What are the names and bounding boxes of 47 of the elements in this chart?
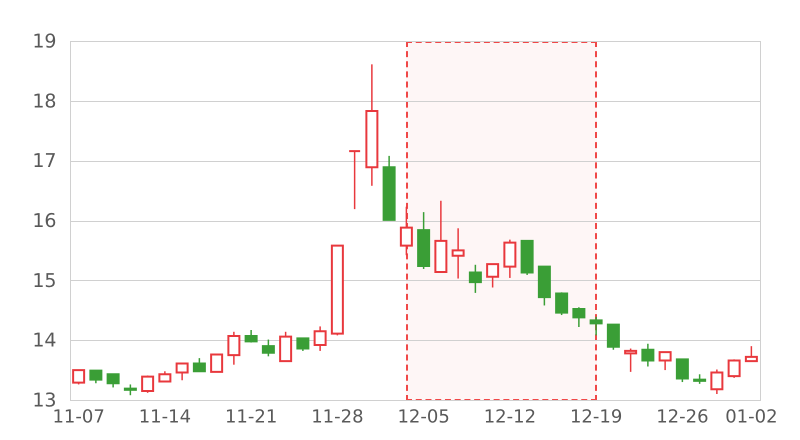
candlestick: [314, 326, 327, 352]
x-tick-label: 01-02: [725, 406, 778, 428]
candlestick: [555, 292, 568, 316]
candlestick: [676, 358, 689, 383]
candlestick: [744, 345, 758, 362]
candlestick: [728, 358, 741, 379]
candlestick: [106, 373, 120, 388]
x-tick-label: 12-12: [484, 406, 536, 428]
candlestick: [210, 354, 224, 373]
candlestick: [400, 206, 413, 256]
candlestick: [262, 338, 275, 358]
y-tick-label: 17: [32, 150, 56, 172]
candlestick: [89, 370, 102, 384]
candlestick: [192, 357, 206, 373]
x-tick-label: 12-19: [570, 406, 622, 428]
y-tick-label: 19: [32, 30, 56, 52]
candlestick: [141, 374, 154, 394]
candlestick: [503, 238, 516, 279]
candlestick: [452, 228, 465, 280]
candlestick: [72, 369, 86, 386]
candlestick: [572, 306, 586, 328]
x-tick-label: 11-21: [224, 406, 278, 428]
candlestick: [296, 337, 310, 352]
candlestick: [124, 384, 137, 396]
candlestick: [227, 331, 240, 366]
y-tick-label: 18: [32, 90, 56, 112]
y-tick-label: 16: [32, 210, 56, 232]
candlestick: [468, 264, 482, 294]
candlestick: [710, 368, 724, 395]
candlestick: [606, 323, 620, 350]
candlestick: [348, 150, 362, 210]
y-tick-label: 14: [32, 330, 56, 352]
candlestick: [693, 374, 706, 385]
candlestick: [158, 370, 172, 383]
x-tick-label: 11-07: [52, 406, 105, 428]
candlestick: [658, 350, 672, 371]
candlestick: [244, 329, 258, 344]
x-tick-label: 11-14: [138, 406, 192, 428]
candlestick: [641, 343, 654, 368]
candlestick: [624, 348, 638, 373]
y-tick-label: 15: [32, 270, 56, 292]
x-tick-label: 12-26: [656, 406, 709, 428]
candlestick: [590, 316, 603, 336]
x-tick-label: 12-05: [397, 406, 450, 428]
candlestick: [176, 362, 189, 382]
candlestick: [486, 263, 500, 288]
x-tick-label: 11-28: [311, 406, 364, 428]
